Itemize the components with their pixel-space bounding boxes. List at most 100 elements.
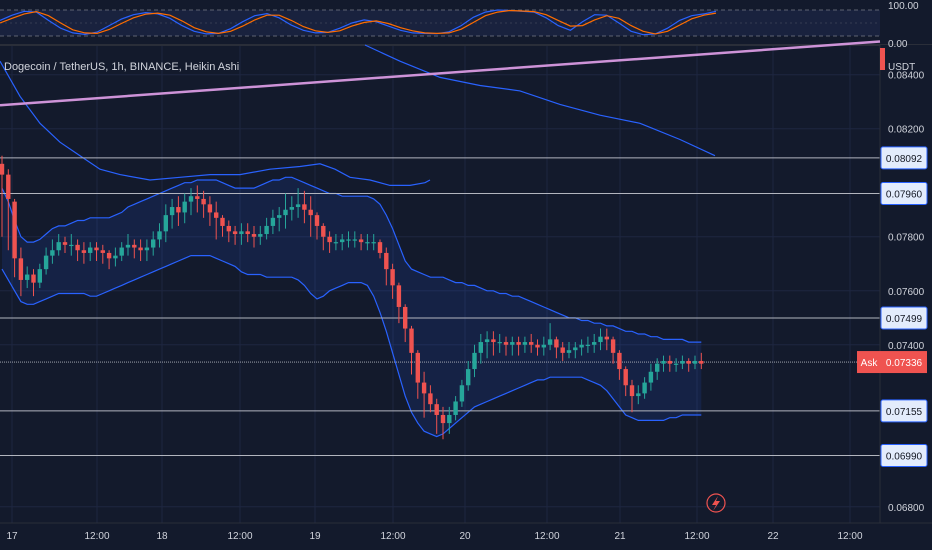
ask-price-label: 0.07336 (886, 358, 923, 369)
candle-body (598, 336, 603, 343)
candle-body (283, 209, 288, 216)
bollinger-upper-extension (0, 60, 431, 186)
bollinger-bands (0, 44, 716, 438)
time-tick-label: 18 (156, 531, 168, 542)
time-tick-label: 22 (767, 531, 779, 542)
candle-body (264, 225, 269, 235)
candle-body (655, 363, 660, 372)
level-price-label: 0.06990 (886, 451, 923, 462)
candle-body (661, 360, 666, 364)
price-tick-label: 0.06800 (888, 503, 925, 514)
candle-body (535, 344, 540, 348)
candle-body (466, 369, 471, 386)
candle-body (50, 250, 55, 256)
candle-body (610, 339, 616, 353)
candle-body (522, 342, 528, 345)
price-axis[interactable]: 100.00 0.00 USDT 0.08092 0.07960 0.07499 0.… (857, 1, 932, 523)
candle-body (371, 242, 376, 244)
candle-body (277, 215, 282, 218)
price-tick-label: 0.07600 (888, 287, 925, 298)
trendline[interactable] (0, 40, 881, 107)
candle-body (0, 163, 5, 175)
candle-body (201, 198, 206, 205)
time-axis-background (0, 523, 932, 550)
candle-body (251, 234, 257, 237)
candle-body (314, 215, 320, 226)
candle-body (642, 382, 647, 394)
candle-body (491, 339, 496, 343)
flash-marker[interactable] (706, 493, 726, 513)
candle-body (308, 209, 313, 216)
candle-body (648, 371, 654, 383)
candle-body (232, 231, 238, 235)
level-price-tag[interactable] (880, 306, 928, 330)
candle-body (25, 274, 30, 280)
candle-body (421, 382, 427, 394)
candle-body (384, 252, 389, 270)
grid (0, 45, 880, 523)
candle-body (617, 352, 622, 370)
time-tick-label: 12:00 (534, 531, 559, 542)
candle-body (566, 350, 572, 353)
ask-label: Ask (861, 358, 879, 369)
candle-body (604, 336, 609, 340)
candle-body (195, 196, 200, 199)
candle-body (447, 414, 452, 424)
candle-body (472, 352, 477, 370)
candle-body (484, 339, 490, 343)
candle-body (396, 285, 402, 307)
candle-body (346, 239, 351, 241)
candle-body (390, 269, 395, 286)
candle-body (151, 239, 156, 248)
price-tick-label: 0.08400 (888, 71, 925, 82)
candle-body (560, 347, 565, 353)
candle-body (18, 258, 24, 280)
candle-body (358, 239, 364, 243)
candle-body (692, 360, 698, 364)
candle-body (629, 385, 635, 397)
candle-body (214, 212, 219, 218)
candle-body (453, 401, 458, 415)
level-price-tag[interactable] (880, 399, 928, 423)
bollinger-lower-line (1, 255, 702, 438)
candle-body (478, 342, 483, 353)
moving-average-line (364, 44, 716, 157)
candle-body (623, 369, 628, 386)
candle-body (673, 363, 679, 365)
candle-body (163, 215, 168, 232)
candle-body (176, 207, 181, 213)
stochastic-lower-label: 0.00 (888, 39, 908, 50)
level-price-tag[interactable] (880, 443, 928, 467)
candle-body (157, 231, 162, 240)
level-price-tag[interactable] (880, 146, 928, 170)
candle-body (585, 344, 591, 346)
candle-body (182, 201, 187, 213)
time-tick-label: 12:00 (84, 531, 109, 542)
candle-body (119, 247, 124, 256)
candle-body (459, 385, 465, 402)
bollinger-fill (2, 177, 702, 437)
ask-price-tag (881, 351, 927, 374)
candle-body (125, 244, 131, 248)
time-tick-label: 19 (309, 531, 321, 542)
candle-body (37, 269, 42, 283)
time-axis[interactable]: 17 12:00 18 12:00 19 12:00 20 12:00 21 12:00 22 12:… (0, 522, 932, 550)
level-price-tag[interactable] (880, 182, 928, 206)
price-axis-background (880, 45, 932, 523)
time-tick-label: 20 (459, 531, 471, 542)
candle-body (138, 247, 143, 251)
candle-body (94, 247, 99, 251)
bollinger-upper-line (1, 176, 702, 343)
candle-body (592, 342, 597, 345)
candle-body (6, 174, 11, 199)
candle-body (440, 414, 446, 424)
candle-body (220, 217, 225, 226)
candle-body (62, 242, 68, 245)
candle-body (428, 393, 433, 405)
time-tick-label: 12:00 (227, 531, 252, 542)
candle-body (434, 404, 439, 415)
candle-body (333, 242, 339, 244)
level-price-label: 0.07155 (886, 407, 923, 418)
candle-body (686, 360, 691, 364)
